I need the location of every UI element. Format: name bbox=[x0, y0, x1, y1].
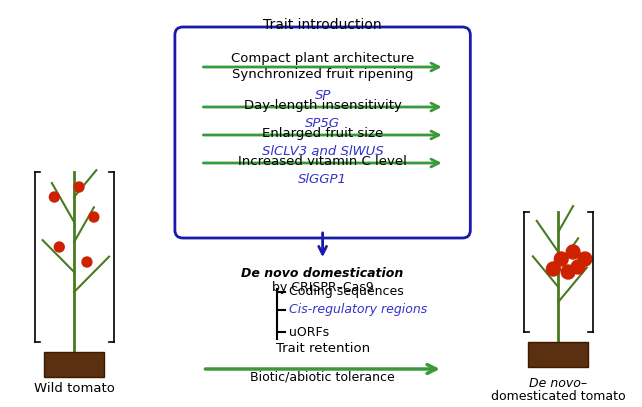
Text: Cis-regulatory regions: Cis-regulatory regions bbox=[288, 304, 427, 317]
Text: Enlarged fruit size: Enlarged fruit size bbox=[262, 127, 383, 140]
Circle shape bbox=[89, 212, 99, 222]
Text: Day-length insensitivity: Day-length insensitivity bbox=[244, 99, 401, 112]
Text: Biotic/abiotic tolerance: Biotic/abiotic tolerance bbox=[250, 371, 395, 384]
Circle shape bbox=[578, 252, 592, 266]
Circle shape bbox=[49, 192, 59, 202]
FancyBboxPatch shape bbox=[44, 352, 104, 377]
FancyBboxPatch shape bbox=[528, 342, 588, 367]
Circle shape bbox=[546, 262, 560, 276]
Text: De novo–: De novo– bbox=[529, 377, 587, 390]
Circle shape bbox=[554, 252, 568, 266]
Text: SlCLV3 and SlWUS: SlCLV3 and SlWUS bbox=[262, 145, 383, 158]
Circle shape bbox=[82, 257, 92, 267]
Text: by CRISPR–Cas9: by CRISPR–Cas9 bbox=[272, 281, 374, 294]
Circle shape bbox=[571, 260, 585, 274]
Text: Wild tomato: Wild tomato bbox=[33, 382, 114, 395]
Circle shape bbox=[55, 242, 64, 252]
Circle shape bbox=[561, 265, 575, 279]
Text: SP5G: SP5G bbox=[305, 117, 340, 130]
Text: Coding sequences: Coding sequences bbox=[288, 285, 403, 298]
Text: uORFs: uORFs bbox=[288, 326, 329, 339]
Circle shape bbox=[74, 182, 84, 192]
Circle shape bbox=[566, 245, 580, 259]
Text: Increased vitamin C level: Increased vitamin C level bbox=[238, 155, 407, 168]
FancyBboxPatch shape bbox=[175, 27, 471, 238]
Text: SlGGP1: SlGGP1 bbox=[298, 173, 347, 186]
Text: De novo domestication: De novo domestication bbox=[241, 267, 404, 280]
Text: SP: SP bbox=[315, 89, 331, 102]
Text: Compact plant architecture
Synchronized fruit ripening: Compact plant architecture Synchronized … bbox=[231, 52, 414, 81]
Text: Trait retention: Trait retention bbox=[275, 342, 370, 355]
Text: domesticated tomato: domesticated tomato bbox=[491, 390, 625, 403]
Text: Trait introduction: Trait introduction bbox=[263, 18, 382, 32]
